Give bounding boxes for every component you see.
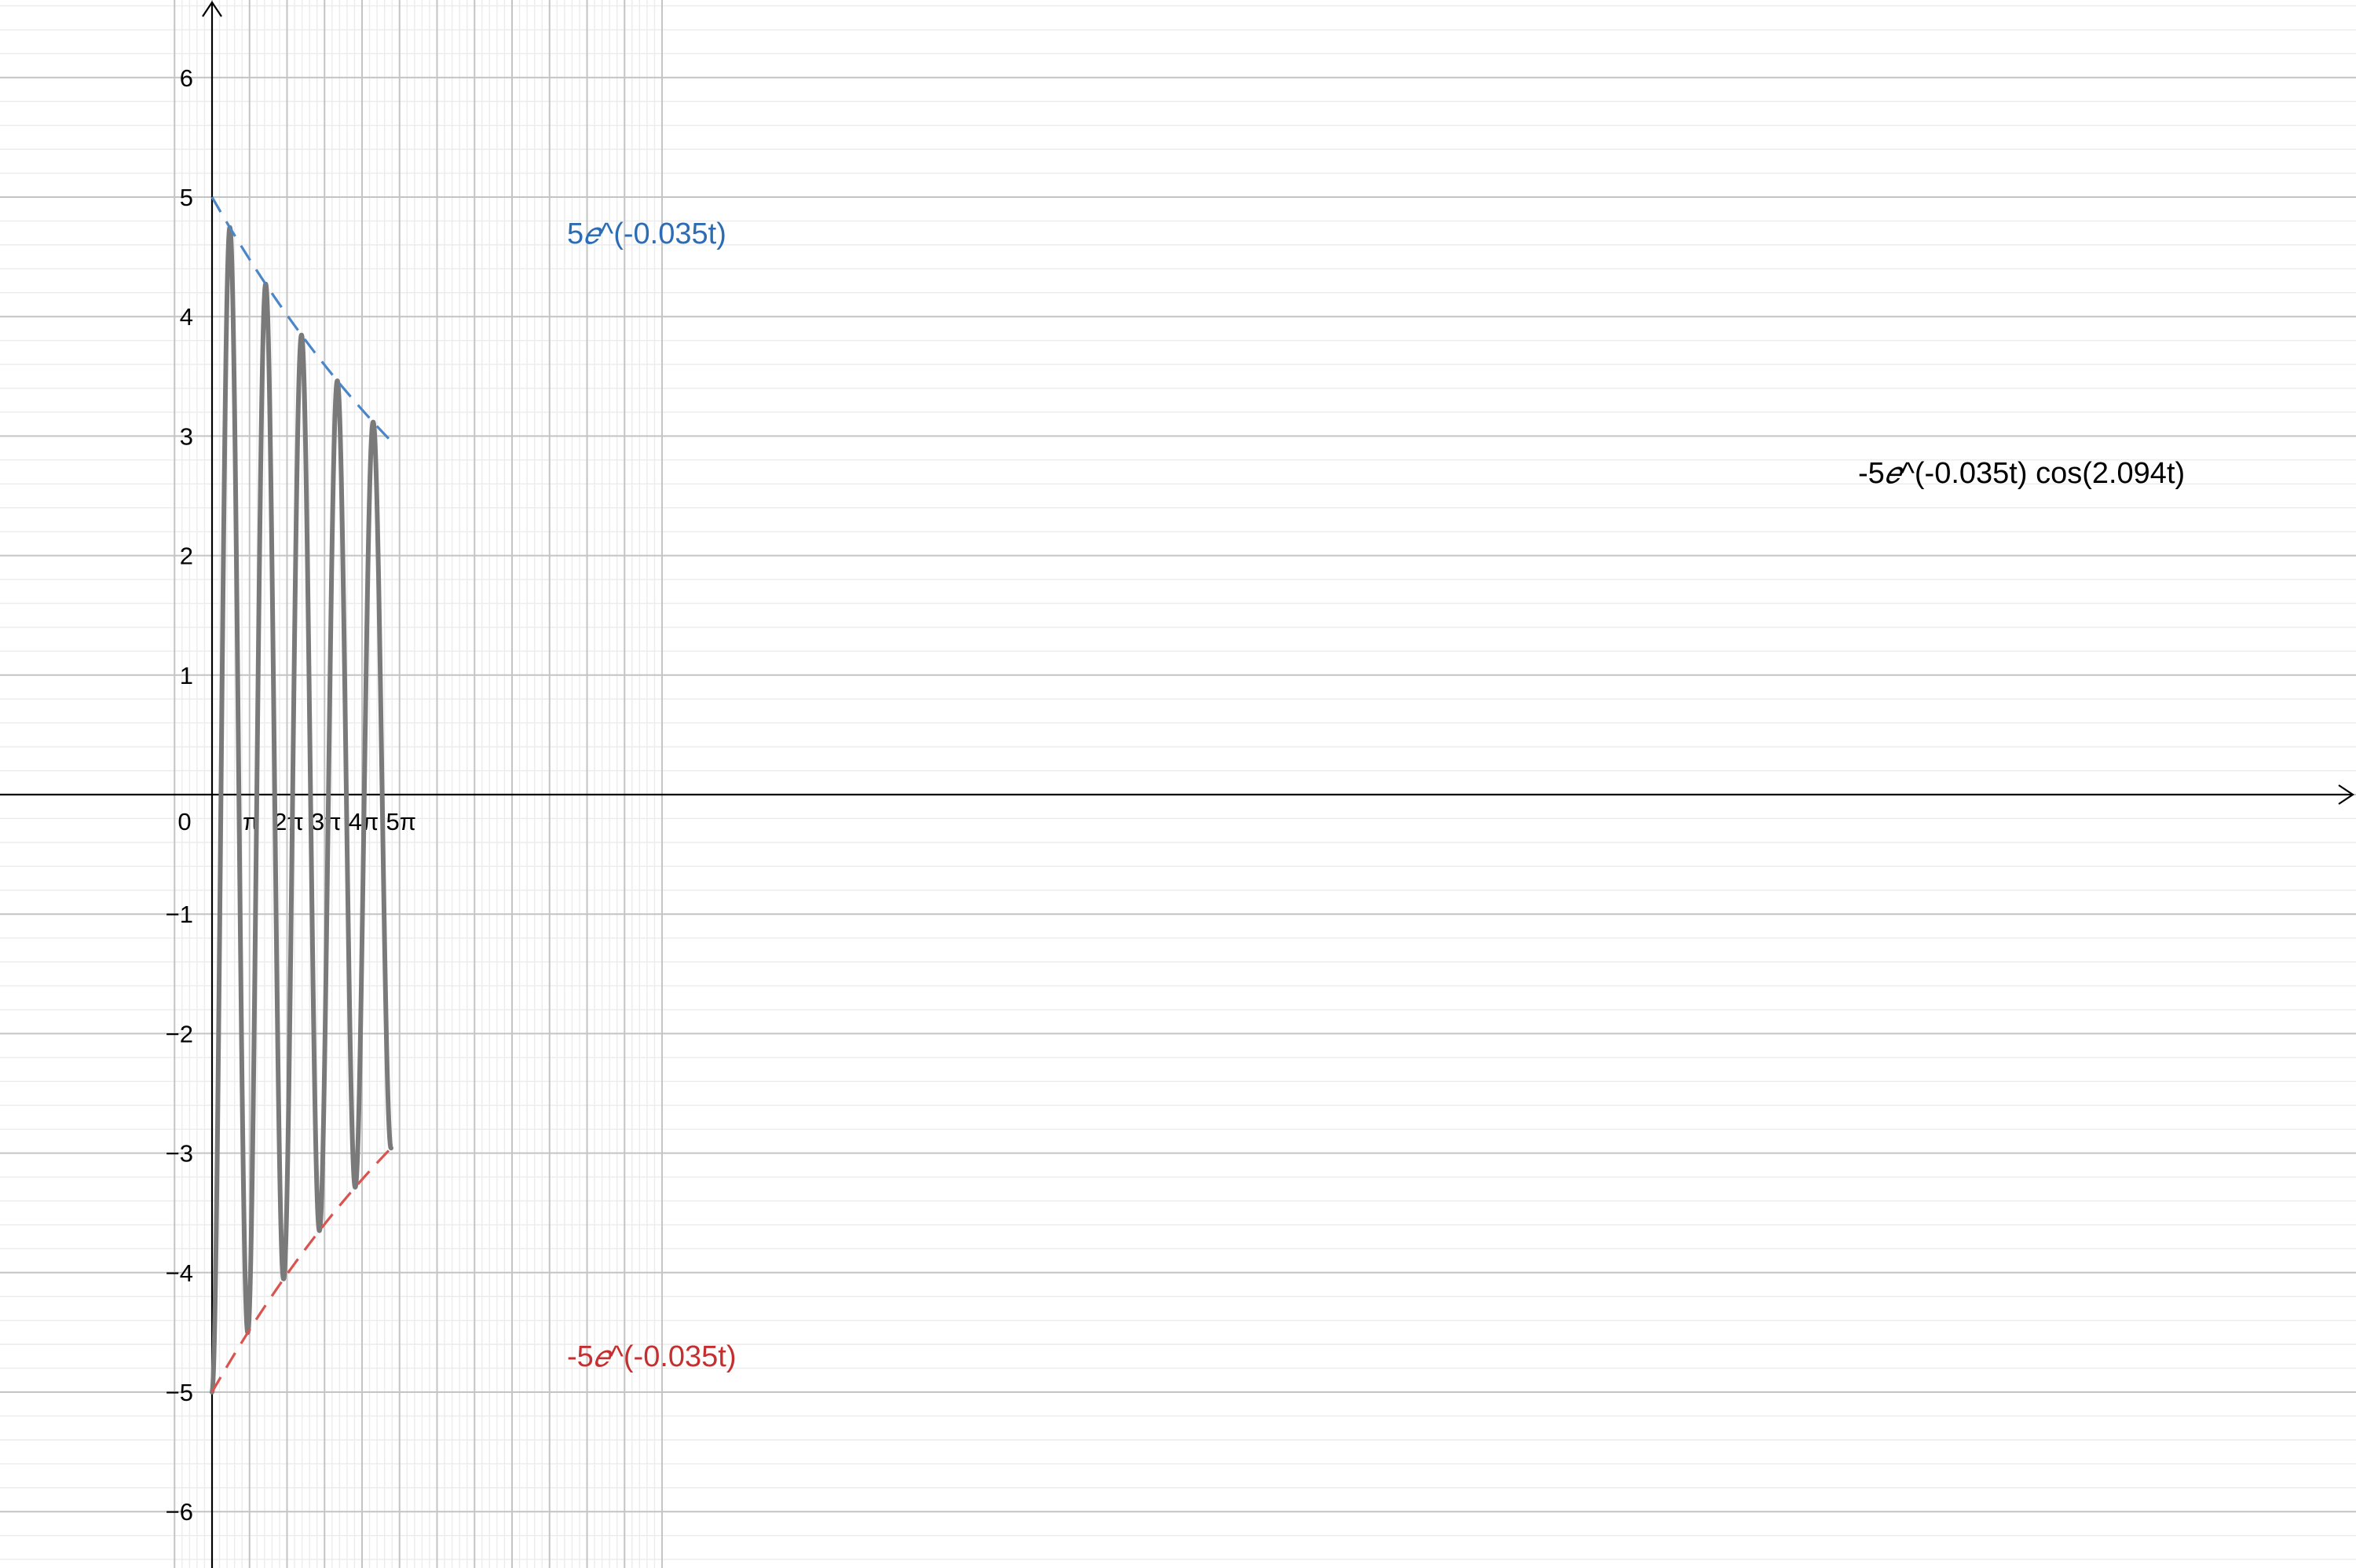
y-tick-label: 3 [180,422,193,450]
lower-envelope-label-suffix: ^(-0.035t) [609,1340,736,1373]
y-tick-label: −6 [166,1498,193,1526]
x-tick-label: 5π [386,808,416,835]
y-tick-label: −5 [166,1379,193,1406]
series-layer [210,196,393,1394]
lower-envelope-label-prefix: -5 [567,1340,594,1373]
y-tick-label: −1 [166,901,193,928]
upper-envelope-label-prefix: 5 [567,217,584,250]
y-axis-arrow [202,1,222,17]
main-curve-label-suffix: ^(-0.035t) cos(2.094t) [1901,457,2185,490]
main-curve-label-prefix: -5 [1858,457,1885,490]
y-tick-label: 6 [180,64,193,92]
y-tick-label: 1 [180,662,193,689]
upper-envelope-line [210,196,393,443]
x-axis-arrow [2338,784,2354,805]
y-tick-label: −4 [166,1259,193,1287]
y-tick-label: 4 [180,303,193,331]
upper-envelope-label-suffix: ^(-0.035t) [599,217,726,250]
y-tick-label: −3 [166,1140,193,1168]
y-tick-label: −2 [166,1020,193,1047]
x-tick-label: 2π [273,808,304,835]
x-tick-label: 0 [177,808,191,835]
damped-oscillation-line [210,225,393,1394]
upper-envelope-label: 5𝑒^(-0.035t) [567,217,726,250]
main-curve-label: -5𝑒^(-0.035t) cos(2.094t) [1858,457,2185,490]
y-tick-label: 2 [180,543,193,570]
y-tick-label: 5 [180,184,193,211]
lower-envelope-line [210,1146,393,1394]
lower-envelope-label: -5𝑒^(-0.035t) [567,1340,737,1373]
y-tick-labels: 6 5 4 3 2 1 −1 −2 −3 −4 −5 −6 [166,64,193,1526]
